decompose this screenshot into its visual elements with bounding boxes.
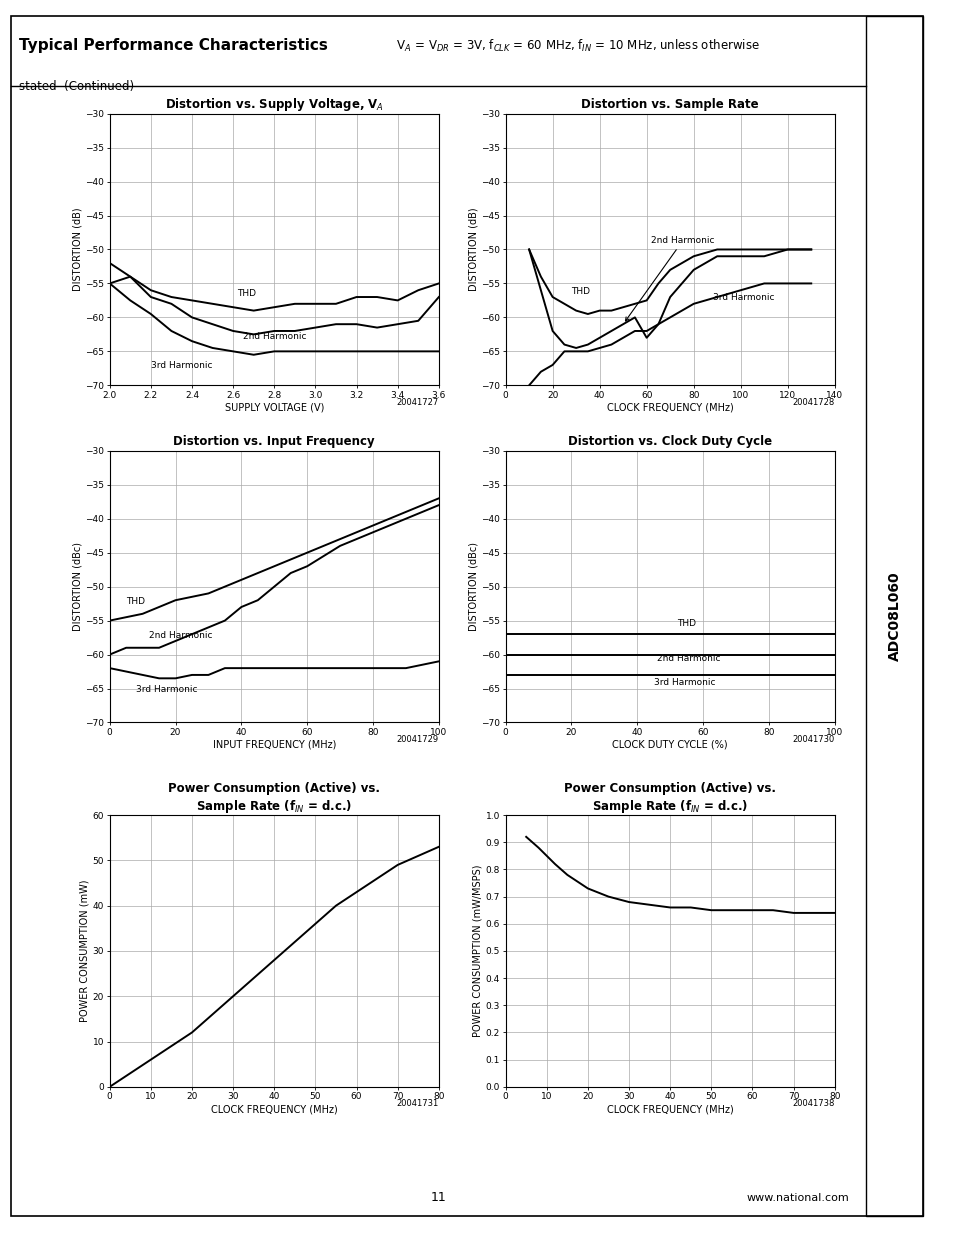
Text: 20041727: 20041727 — [396, 398, 438, 406]
X-axis label: CLOCK FREQUENCY (MHz): CLOCK FREQUENCY (MHz) — [606, 403, 733, 412]
Text: stated  (Continued): stated (Continued) — [19, 80, 134, 93]
Title: Distortion vs. Sample Rate: Distortion vs. Sample Rate — [580, 98, 759, 111]
Text: 11: 11 — [431, 1192, 446, 1204]
X-axis label: INPUT FREQUENCY (MHz): INPUT FREQUENCY (MHz) — [213, 740, 335, 750]
Text: THD: THD — [676, 619, 695, 629]
Text: 3rd Harmonic: 3rd Harmonic — [653, 678, 715, 687]
Title: Distortion vs. Supply Voltage, V$_A$: Distortion vs. Supply Voltage, V$_A$ — [165, 96, 383, 114]
Text: 2nd Harmonic: 2nd Harmonic — [625, 236, 714, 321]
Text: Typical Performance Characteristics: Typical Performance Characteristics — [19, 38, 328, 53]
Text: 3rd Harmonic: 3rd Harmonic — [712, 294, 773, 303]
Text: THD: THD — [126, 597, 145, 605]
Text: 3rd Harmonic: 3rd Harmonic — [136, 685, 197, 694]
X-axis label: CLOCK FREQUENCY (MHz): CLOCK FREQUENCY (MHz) — [606, 1104, 733, 1114]
X-axis label: CLOCK DUTY CYCLE (%): CLOCK DUTY CYCLE (%) — [612, 740, 727, 750]
Text: 20041728: 20041728 — [792, 398, 834, 406]
X-axis label: CLOCK FREQUENCY (MHz): CLOCK FREQUENCY (MHz) — [211, 1104, 337, 1114]
Y-axis label: DISTORTION (dB): DISTORTION (dB) — [468, 207, 477, 291]
Text: 20041729: 20041729 — [396, 735, 438, 743]
Text: 2nd Harmonic: 2nd Harmonic — [149, 631, 213, 640]
Text: THD: THD — [571, 287, 590, 295]
Y-axis label: DISTORTION (dBc): DISTORTION (dBc) — [468, 542, 477, 631]
Text: 20041738: 20041738 — [792, 1099, 834, 1108]
Text: 3rd Harmonic: 3rd Harmonic — [151, 362, 213, 370]
Title: Power Consumption (Active) vs.
Sample Rate (f$_{IN}$ = d.c.): Power Consumption (Active) vs. Sample Ra… — [168, 782, 380, 815]
Text: 2nd Harmonic: 2nd Harmonic — [657, 655, 720, 663]
Text: THD: THD — [237, 289, 256, 298]
Y-axis label: POWER CONSUMPTION (mW/MSPS): POWER CONSUMPTION (mW/MSPS) — [473, 864, 482, 1037]
Text: www.national.com: www.national.com — [745, 1193, 848, 1203]
Text: ADC08L060: ADC08L060 — [887, 572, 901, 661]
Text: V$_A$ = V$_{DR}$ = 3V, f$_{CLK}$ = 60 MHz, f$_{IN}$ = 10 MHz, unless otherwise: V$_A$ = V$_{DR}$ = 3V, f$_{CLK}$ = 60 MH… — [393, 38, 759, 54]
Text: 2nd Harmonic: 2nd Harmonic — [243, 332, 307, 341]
Text: 20041730: 20041730 — [792, 735, 834, 743]
Text: 20041731: 20041731 — [396, 1099, 438, 1108]
Title: Distortion vs. Input Frequency: Distortion vs. Input Frequency — [173, 435, 375, 448]
Title: Distortion vs. Clock Duty Cycle: Distortion vs. Clock Duty Cycle — [568, 435, 771, 448]
Y-axis label: DISTORTION (dBc): DISTORTION (dBc) — [72, 542, 82, 631]
Y-axis label: POWER CONSUMPTION (mW): POWER CONSUMPTION (mW) — [80, 879, 90, 1023]
Title: Power Consumption (Active) vs.
Sample Rate (f$_{IN}$ = d.c.): Power Consumption (Active) vs. Sample Ra… — [563, 782, 776, 815]
X-axis label: SUPPLY VOLTAGE (V): SUPPLY VOLTAGE (V) — [224, 403, 324, 412]
Y-axis label: DISTORTION (dB): DISTORTION (dB) — [72, 207, 82, 291]
